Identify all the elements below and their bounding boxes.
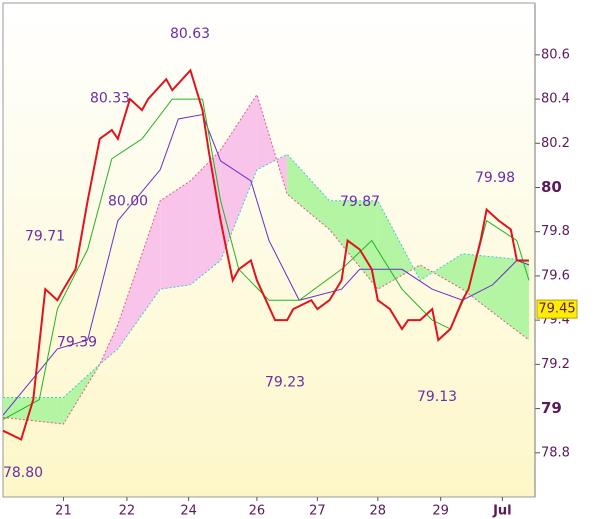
plot-area bbox=[2, 2, 536, 498]
y-tick-label: 80 bbox=[541, 178, 562, 196]
annotation: 78.80 bbox=[3, 465, 43, 481]
x-tick-label: 24 bbox=[180, 504, 197, 519]
last-price-box bbox=[536, 299, 578, 319]
y-tick-label: 79 bbox=[541, 399, 562, 417]
cloud-segment bbox=[160, 180, 191, 290]
x-tick-label: 29 bbox=[432, 504, 449, 519]
cloud-segment bbox=[462, 253, 529, 341]
x-tick-label: 28 bbox=[370, 504, 387, 519]
cloud-segment bbox=[190, 149, 221, 285]
y-tick-label: 79.8 bbox=[541, 224, 570, 239]
cloud-segment bbox=[3, 397, 64, 425]
annotation: 79.23 bbox=[265, 375, 305, 391]
y-tick-label: 78.8 bbox=[541, 445, 570, 460]
x-tick-label: 26 bbox=[249, 504, 266, 519]
x-tick-label: 27 bbox=[309, 504, 326, 519]
annotation: 80.63 bbox=[170, 26, 210, 42]
cloud-segment bbox=[256, 94, 288, 195]
annotation: 80.00 bbox=[108, 193, 148, 209]
y-tick-label: 79.6 bbox=[541, 268, 570, 283]
y-tick-label: 80.2 bbox=[541, 136, 570, 151]
cloud-segment bbox=[287, 154, 330, 230]
annotation: 79.39 bbox=[57, 334, 97, 350]
price-line bbox=[2, 68, 529, 441]
annotation: 79.98 bbox=[475, 170, 515, 186]
y-tick-label: 80.6 bbox=[541, 47, 570, 62]
annotation: 79.13 bbox=[417, 389, 457, 405]
x-tick-label: Jul bbox=[492, 504, 512, 519]
span-b bbox=[2, 93, 530, 425]
last-price-label: 79.45 bbox=[538, 302, 575, 317]
x-tick-label: 22 bbox=[119, 504, 136, 519]
cloud-segment bbox=[220, 94, 257, 261]
cloud-segment bbox=[420, 253, 463, 290]
annotation: 80.33 bbox=[90, 91, 130, 107]
y-tick-label: 79.2 bbox=[541, 357, 570, 372]
annotation: 79.71 bbox=[25, 229, 65, 245]
y-tick-label: 80.4 bbox=[541, 92, 570, 107]
annotation: 79.87 bbox=[340, 194, 380, 210]
span-a bbox=[3, 153, 530, 399]
x-tick-label: 21 bbox=[55, 504, 72, 519]
cloud-segment bbox=[117, 200, 161, 349]
